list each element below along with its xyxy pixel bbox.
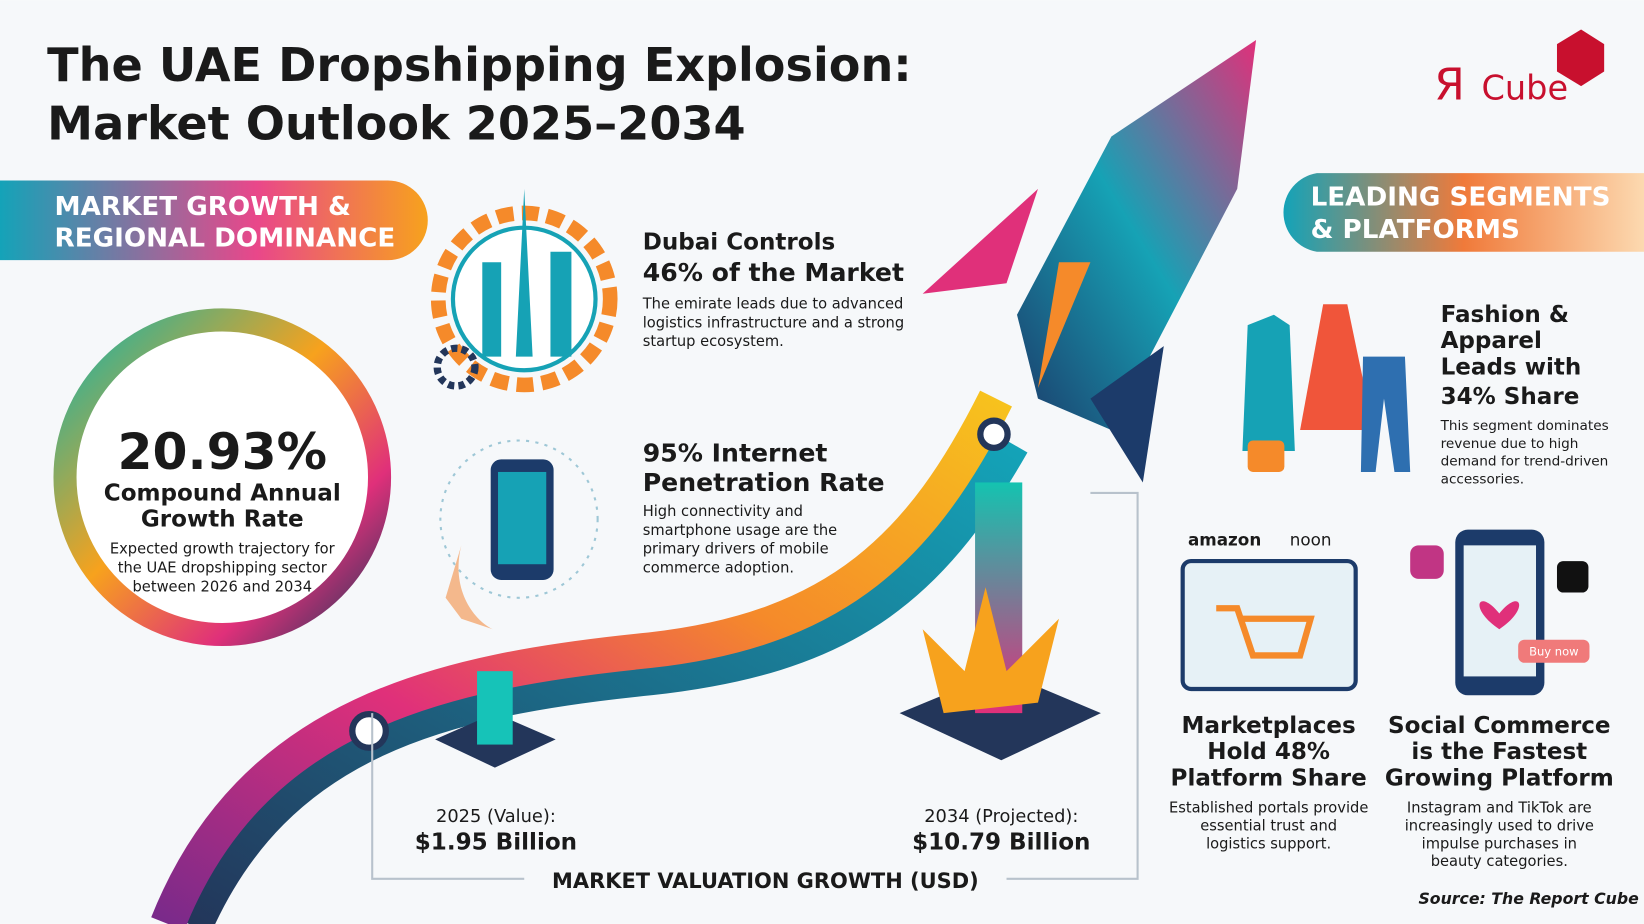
section-heading: MARKET GROWTH & xyxy=(55,192,351,222)
segment-text: accessories. xyxy=(1441,471,1524,487)
segment-title: Hold 48% xyxy=(1207,739,1330,765)
buy-button-label: Buy now xyxy=(1529,644,1578,658)
stat-text: primary drivers of mobile xyxy=(643,541,829,558)
stat-title: Penetration Rate xyxy=(643,468,885,497)
rocket-fin xyxy=(922,188,1038,294)
valuation-caption: MARKET VALUATION GROWTH (USD) xyxy=(552,869,979,893)
stat-text: logistics infrastructure and a strong xyxy=(643,314,904,331)
segment-title: Social Commerce xyxy=(1388,713,1611,739)
rocket-fin xyxy=(1090,346,1164,483)
valuation-label: 2025 (Value): xyxy=(436,806,556,827)
stat-text: smartphone usage are the xyxy=(643,522,837,539)
platform-logo: noon xyxy=(1290,529,1332,549)
growth-swoosh xyxy=(151,390,1012,924)
instagram-icon xyxy=(1410,545,1444,579)
valuation-label: 2034 (Projected): xyxy=(924,806,1078,827)
bracket xyxy=(371,491,1139,880)
segment-text: increasingly used to drive xyxy=(1405,818,1594,835)
rocket-body xyxy=(1017,39,1257,431)
stat-title: Dubai Controls xyxy=(643,230,836,256)
segment-text: essential trust and xyxy=(1200,818,1337,835)
section-banner xyxy=(0,180,428,261)
logo-name: Cube xyxy=(1481,69,1568,108)
segment-title: Leads with xyxy=(1441,354,1582,380)
jeans-icon xyxy=(1360,356,1411,472)
burst-icon xyxy=(922,587,1059,714)
section-heading: REGIONAL DOMINANCE xyxy=(55,224,396,254)
logo-cube xyxy=(1556,29,1605,87)
tiktok-icon xyxy=(1556,561,1589,593)
network-icon xyxy=(439,439,599,599)
cagr-description: the UAE dropshipping sector xyxy=(118,560,328,577)
segment-title: Marketplaces xyxy=(1182,713,1356,739)
buy-button xyxy=(1518,639,1590,663)
bag-icon xyxy=(1247,440,1285,472)
milestone-dot xyxy=(349,711,389,751)
heart-icon xyxy=(1479,601,1520,630)
valuation-value: $1.95 Billion xyxy=(415,829,577,855)
segment-text: beauty categories. xyxy=(1431,853,1568,870)
cagr-value: 20.93% xyxy=(117,422,327,481)
dress-icon xyxy=(1300,304,1374,431)
cagr-description: Expected growth trajectory for xyxy=(110,541,336,558)
stat-title: 95% Internet xyxy=(643,438,828,467)
segment-title: is the Fastest xyxy=(1411,739,1587,765)
bar-icon xyxy=(477,671,513,745)
cagr-description: between 2026 and 2034 xyxy=(133,578,313,595)
valuation-value: $10.79 Billion xyxy=(912,829,1090,855)
cagr-ring xyxy=(53,308,392,647)
hand-icon xyxy=(445,545,493,630)
milestone-dot xyxy=(977,417,1011,451)
segment-title: 34% Share xyxy=(1441,384,1580,410)
stat-text: The emirate leads due to advanced xyxy=(642,295,904,312)
cagr-label: Compound Annual xyxy=(104,480,341,506)
growth-swoosh xyxy=(166,428,1028,924)
stat-text: commerce adoption. xyxy=(643,560,794,577)
browser-icon xyxy=(1180,558,1358,692)
segment-text: Instagram and TikTok are xyxy=(1407,800,1592,817)
cagr-label: Growth Rate xyxy=(141,506,304,532)
cart-icon xyxy=(1216,605,1315,659)
segment-title: Fashion & xyxy=(1441,302,1569,328)
segment-title: Apparel xyxy=(1441,328,1542,354)
jacket-icon xyxy=(1242,314,1295,451)
stat-text: startup ecosystem. xyxy=(643,333,784,350)
segment-text: Established portals provide xyxy=(1169,800,1368,817)
logo-mark: Я xyxy=(1434,60,1465,111)
section-banner xyxy=(1283,173,1644,252)
section-heading: LEADING SEGMENTS xyxy=(1311,183,1611,213)
segment-title: Growing Platform xyxy=(1385,765,1614,791)
source: Source: The Report Cube xyxy=(1418,889,1639,908)
title: Market Outlook 2025–2034 xyxy=(47,97,745,151)
platform-logo: amazon xyxy=(1188,529,1261,549)
stat-title: 46% of the Market xyxy=(643,258,904,287)
phone-icon xyxy=(498,471,547,565)
section-heading: & PLATFORMS xyxy=(1311,215,1520,245)
gear-icon xyxy=(433,344,479,390)
segment-text: impulse purchases in xyxy=(1422,835,1577,852)
segment-text: demand for trend-driven xyxy=(1441,454,1609,470)
title: The UAE Dropshipping Explosion: xyxy=(47,38,912,92)
stat-text: High connectivity and xyxy=(643,503,803,520)
segment-text: logistics support. xyxy=(1206,835,1331,852)
segment-text: This segment dominates xyxy=(1440,418,1609,434)
segment-text: revenue due to high xyxy=(1441,436,1579,452)
skyline-icon xyxy=(482,188,572,357)
segment-title: Platform Share xyxy=(1171,765,1367,791)
